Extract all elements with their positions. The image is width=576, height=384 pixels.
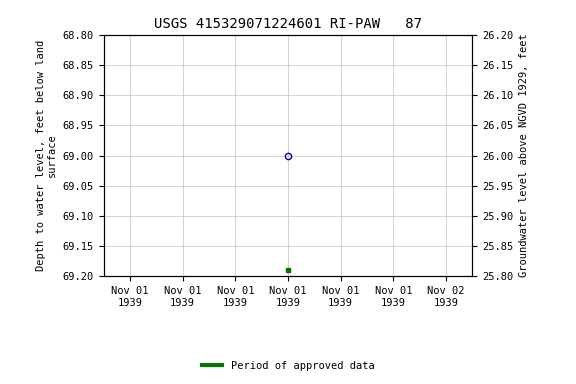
Legend: Period of approved data: Period of approved data [198, 357, 378, 375]
Title: USGS 415329071224601 RI-PAW   87: USGS 415329071224601 RI-PAW 87 [154, 17, 422, 31]
Y-axis label: Depth to water level, feet below land
surface: Depth to water level, feet below land su… [36, 40, 57, 271]
Y-axis label: Groundwater level above NGVD 1929, feet: Groundwater level above NGVD 1929, feet [519, 34, 529, 277]
